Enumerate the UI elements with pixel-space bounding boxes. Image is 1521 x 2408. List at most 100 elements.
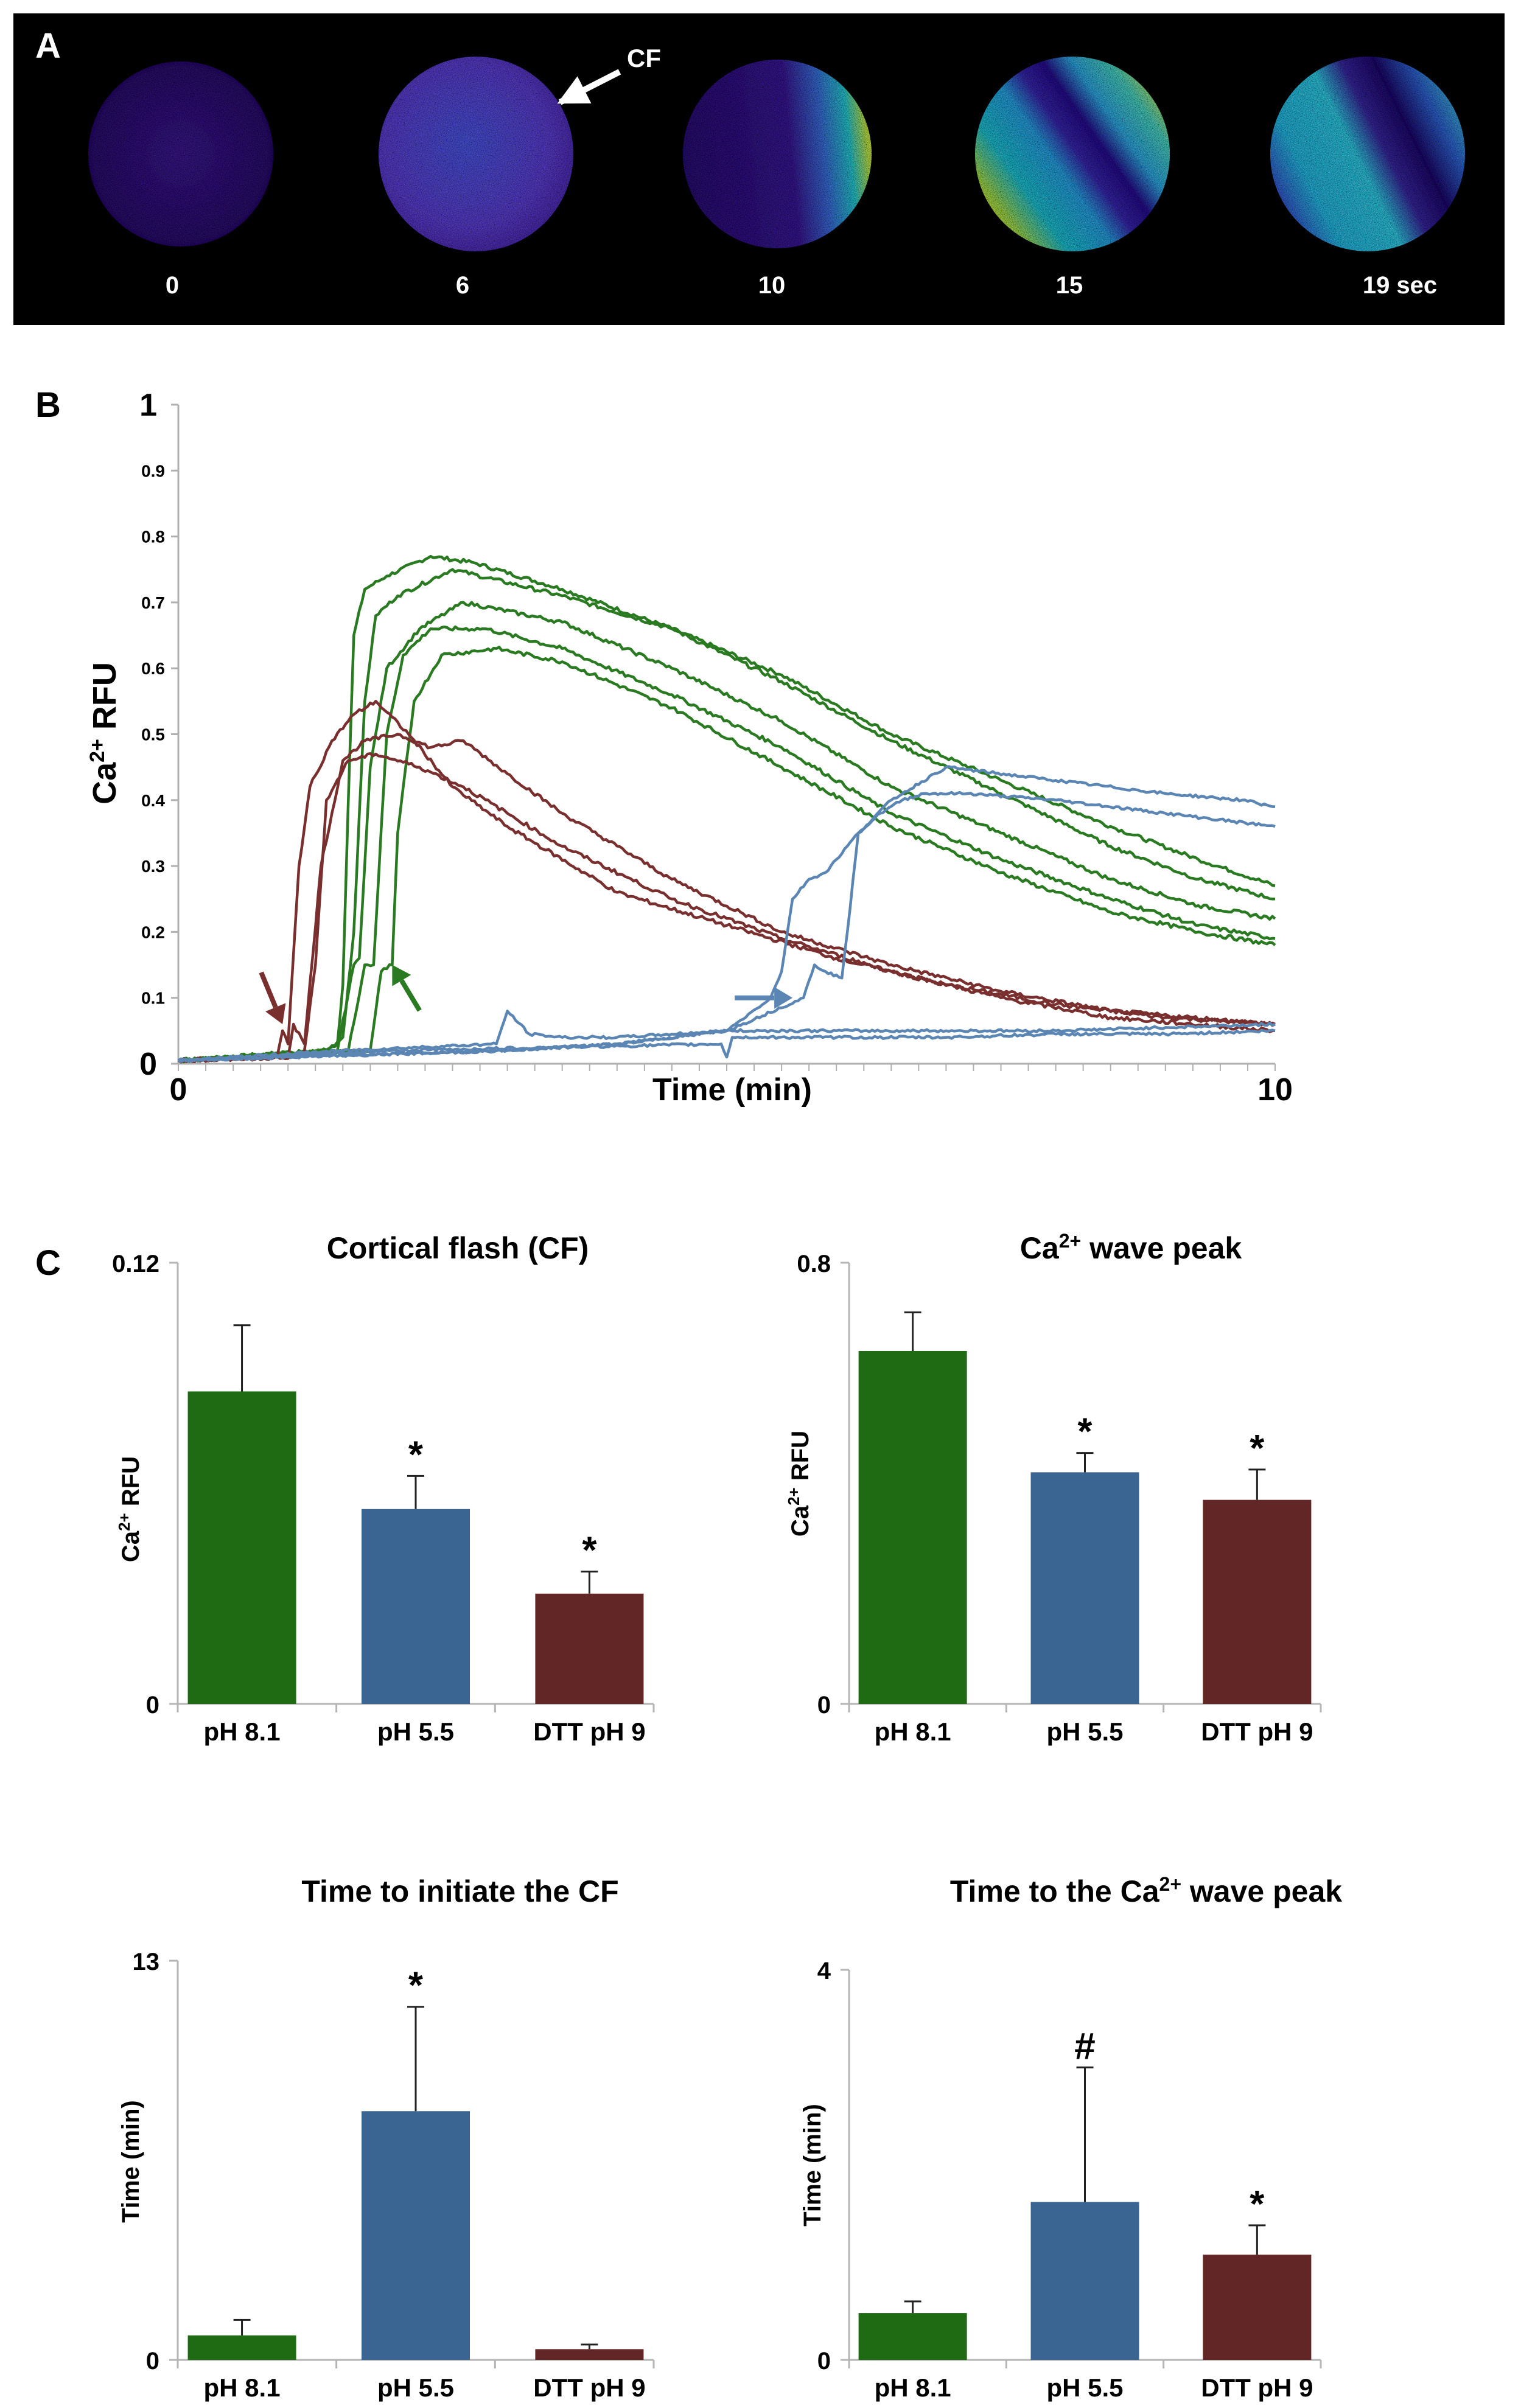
trace-maroon: [178, 733, 1276, 1064]
y-tick-label: 13: [133, 1949, 160, 1975]
y-tick-label: 1: [139, 388, 157, 423]
calcium-image-0s: [88, 61, 273, 246]
y-tick-label: 0.8: [141, 528, 165, 546]
time-label: 10: [758, 272, 786, 299]
panel-c-label: C: [35, 1243, 61, 1283]
time-label: 0: [166, 272, 179, 299]
category-label: DTT pH 9: [533, 2373, 645, 2402]
chart-title: Time to the Ca2+ wave peak: [950, 1873, 1342, 1908]
category-label: pH 5.5: [377, 1717, 454, 1746]
y-tick-label: 0: [146, 2348, 159, 2375]
category-label: DTT pH 9: [1201, 2373, 1313, 2402]
y-tick-label: 0: [817, 2348, 831, 2375]
bar-chart-wave: Ca2+ wave peak Ca2+ RFU 0 0.8 pH 8.1 * pH 5.5 *…: [785, 1230, 1322, 1746]
category-label: pH 5.5: [1046, 1717, 1123, 1746]
time-label: 6: [456, 272, 469, 299]
significance-mark: *: [1077, 1411, 1093, 1453]
y-axis-title: Time (min): [799, 2104, 826, 2227]
bar-chart-time-wave: Time to the Ca2+ wave peak Time (min) 0 4 pH…: [799, 1873, 1342, 2402]
trace-green: [178, 568, 1276, 1063]
y-tick-label: 0.3: [141, 857, 165, 876]
y-axis-title: Ca2+ RFU: [86, 662, 123, 804]
maroon-arrow-head: [265, 1003, 286, 1025]
category-label: pH 8.1: [204, 1717, 281, 1746]
trace-maroon: [177, 700, 1276, 1064]
y-tick-label: 0.12: [112, 1251, 159, 1277]
y-tick-label: 0.4: [141, 791, 165, 810]
blue-arrow-head: [774, 986, 793, 1009]
bar-ph-5.5: [362, 1509, 470, 1704]
category-label: pH 8.1: [875, 1717, 951, 1746]
cf-callout-arrow: [557, 69, 621, 105]
bar-dtt-ph-9: [1203, 2254, 1312, 2360]
significance-mark: #: [1074, 2025, 1095, 2067]
trace-maroon: [178, 752, 1276, 1063]
green-arrow-shaft: [399, 979, 422, 1012]
significance-mark: *: [1250, 2183, 1265, 2225]
category-label: pH 8.1: [875, 2373, 951, 2402]
green-arrow-head: [392, 965, 411, 986]
calcium-image-10s: [683, 60, 872, 248]
x-axis-title: Time (min): [652, 1072, 812, 1108]
y-tick-label: 0.9: [141, 461, 165, 480]
x-tick-label: 0: [170, 1072, 187, 1108]
time-label: 19 sec: [1363, 272, 1437, 299]
y-tick-label: 0.1: [141, 989, 165, 1008]
bar-dtt-ph-9: [535, 1593, 644, 1704]
y-tick-label: 0.8: [797, 1251, 831, 1277]
category-label: DTT pH 9: [533, 1717, 645, 1746]
bar-dtt-ph-9: [535, 2349, 644, 2360]
panel-a: A CF 0 6 10 15 19 sec: [13, 13, 1505, 325]
calcium-image-19s: [1270, 57, 1465, 251]
y-tick-label: 4: [817, 1958, 831, 1984]
trace-green: [178, 554, 1276, 1063]
y-axis-title: Time (min): [117, 2100, 144, 2223]
trace-blue: [178, 1010, 1276, 1063]
significance-mark: *: [1250, 1428, 1265, 1470]
significance-mark: *: [408, 1434, 424, 1476]
y-tick-label: 0.6: [141, 659, 165, 678]
panel-a-label: A: [35, 26, 61, 66]
trace-green: [178, 601, 1276, 1063]
bar-ph-8.1: [858, 2313, 967, 2360]
bar-ph-8.1: [858, 1351, 967, 1704]
bar-ph-5.5: [1030, 1472, 1139, 1704]
time-labels: 0 6 10 15 19 sec: [166, 272, 1437, 299]
bar-ph-8.1: [187, 2335, 296, 2360]
maroon-arrow-shaft: [259, 971, 278, 1008]
category-label: pH 5.5: [1046, 2373, 1123, 2402]
bar-dtt-ph-9: [1203, 1499, 1312, 1704]
panel-b-label: B: [35, 385, 61, 425]
x-tick-label: 10: [1257, 1072, 1293, 1108]
y-tick-label: 0: [139, 1047, 157, 1082]
bar-ph-8.1: [187, 1391, 296, 1704]
y-tick-label: 0: [146, 1692, 159, 1719]
y-axis-title: Ca2+ RFU: [785, 1431, 814, 1537]
significance-mark: *: [408, 1965, 424, 2007]
y-tick-label: 0.5: [141, 725, 165, 744]
bar-ph-5.5: [362, 2111, 470, 2360]
time-label: 15: [1056, 272, 1083, 299]
panel-c-bar-charts: Cortical flash (CF) Ca2+ RFU 0 0.12 pH 8.1 * p…: [112, 1230, 1342, 2402]
chart-title: Ca2+ wave peak: [1020, 1230, 1242, 1265]
calcium-image-15s: [975, 57, 1170, 251]
category-label: pH 8.1: [204, 2373, 281, 2402]
bar-ph-5.5: [1030, 2202, 1139, 2360]
y-tick-label: 0.2: [141, 923, 165, 941]
y-axis-title: Ca2+ RFU: [115, 1456, 144, 1562]
calcium-image-6s: [379, 57, 573, 251]
cf-callout-label: CF: [627, 44, 661, 72]
chart-title: Time to initiate the CF: [301, 1874, 618, 1908]
significance-mark: *: [582, 1530, 597, 1572]
chart-title: Cortical flash (CF): [327, 1231, 589, 1265]
bar-chart-cf: Cortical flash (CF) Ca2+ RFU 0 0.12 pH 8.1 * p…: [112, 1231, 655, 1746]
trace-green: [177, 625, 1276, 1064]
y-tick-label: 0: [817, 1692, 831, 1719]
trace-blue: [178, 1028, 1276, 1063]
category-label: pH 5.5: [377, 2373, 454, 2402]
y-tick-label: 0.7: [141, 593, 165, 612]
category-label: DTT pH 9: [1201, 1717, 1313, 1746]
bar-chart-time-cf: Time to initiate the CF Time (min) 0 13 pH 8…: [117, 1874, 655, 2402]
